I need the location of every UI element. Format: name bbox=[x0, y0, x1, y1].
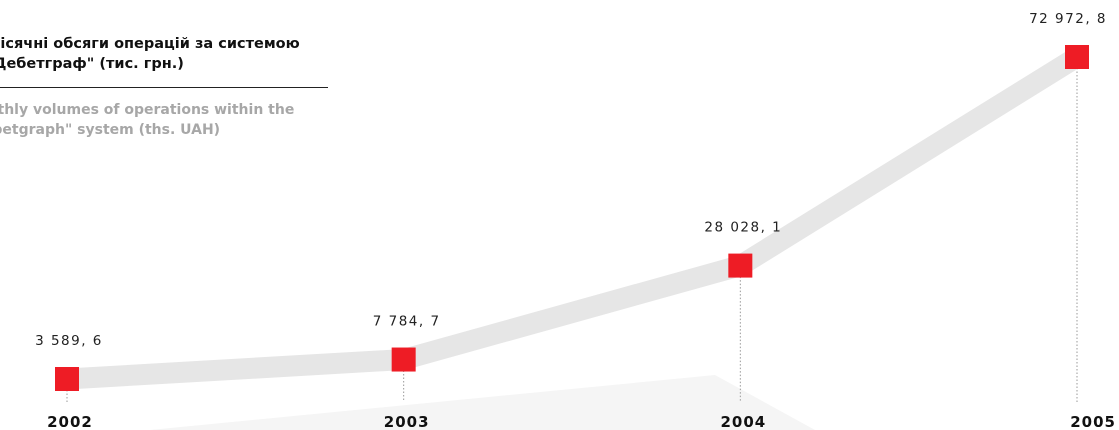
x-tick-label-2005: 2005 bbox=[1070, 413, 1116, 430]
x-tick-label-2004: 2004 bbox=[720, 413, 766, 430]
value-label-2002: 3 589, 6 bbox=[35, 333, 103, 349]
drop-lines bbox=[66, 68, 1078, 402]
chart-title: Місячні обсяги операцій за системою "Деб… bbox=[0, 36, 300, 72]
chart-subtitle: Monthly volumes of operations within the… bbox=[0, 102, 295, 138]
data-marker-2004 bbox=[728, 253, 753, 278]
value-label-2003: 7 784, 7 bbox=[373, 314, 441, 330]
value-label-2005: 72 972, 8 bbox=[1029, 11, 1107, 27]
data-marker-2005 bbox=[1065, 45, 1089, 69]
x-tick-labels: 2002 2003 2004 2005 bbox=[47, 413, 1116, 430]
data-markers bbox=[55, 45, 1089, 391]
x-tick-label-2002: 2002 bbox=[47, 413, 93, 430]
data-marker-2002 bbox=[55, 367, 79, 391]
title-divider bbox=[0, 87, 328, 88]
series-line bbox=[66, 48, 1083, 390]
data-marker-2003 bbox=[391, 347, 416, 372]
x-tick-label-2003: 2003 bbox=[384, 413, 430, 430]
value-label-2004: 28 028, 1 bbox=[704, 220, 782, 236]
value-labels: 3 589, 6 7 784, 7 28 028, 1 72 972, 8 bbox=[35, 11, 1107, 349]
title-block: Місячні обсяги операцій за системою "Деб… bbox=[0, 0, 330, 160]
